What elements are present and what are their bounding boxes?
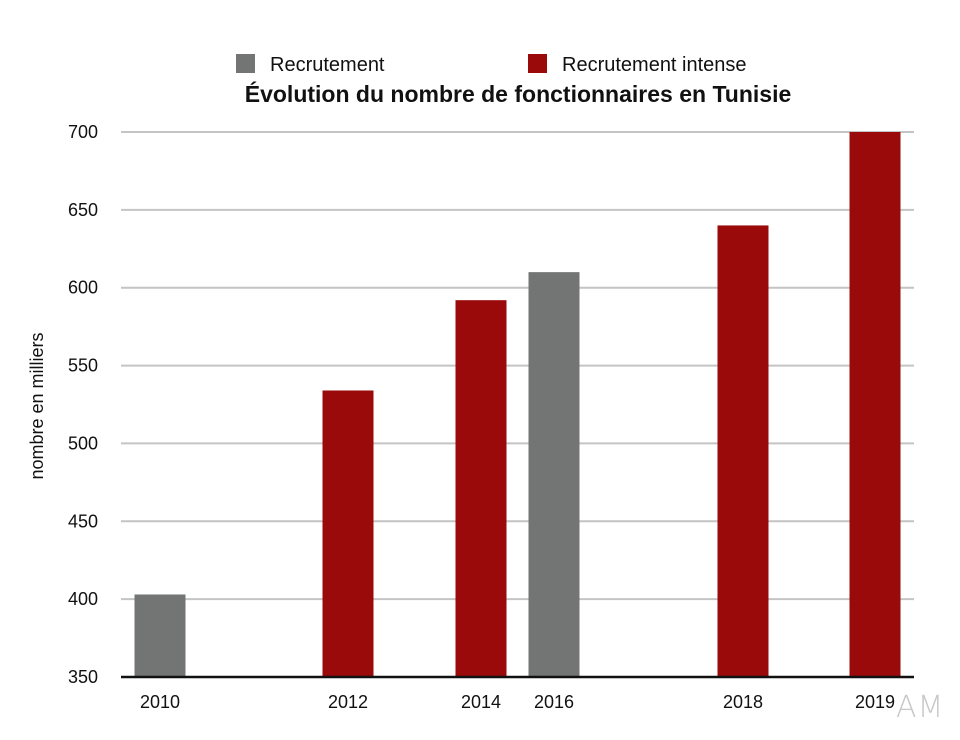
bar-2019	[849, 132, 901, 677]
watermark-initials: AM	[896, 690, 944, 725]
bar-2012	[322, 390, 374, 677]
y-tick-label-550: 550	[68, 356, 98, 376]
y-tick-label-400: 400	[68, 589, 98, 609]
y-tick-label-650: 650	[68, 200, 98, 220]
gridlines	[121, 131, 914, 601]
bar-2018	[717, 225, 769, 677]
x-tick-labels: 2010 2012 2014 2016 2018 2019	[140, 692, 895, 712]
x-tick-label-2018: 2018	[723, 692, 763, 712]
legend-swatch-recrutement	[236, 54, 255, 73]
y-axis-label: nombre en milliers	[27, 332, 47, 479]
x-tick-label-2014: 2014	[461, 692, 501, 712]
bars	[134, 132, 901, 677]
y-tick-label-350: 350	[68, 667, 98, 687]
legend: Recrutement Recrutement intense	[236, 54, 747, 76]
x-tick-label-2010: 2010	[140, 692, 180, 712]
y-tick-label-700: 700	[68, 122, 98, 142]
x-tick-label-2019: 2019	[855, 692, 895, 712]
legend-swatch-recrutement-intense	[528, 54, 547, 73]
bar-2016	[528, 272, 580, 677]
y-tick-label-600: 600	[68, 278, 98, 298]
legend-label-recrutement-intense: Recrutement intense	[562, 54, 747, 76]
y-tick-labels: 350 400 450 500 550 600 650 700	[68, 122, 98, 687]
x-tick-label-2016: 2016	[534, 692, 574, 712]
y-tick-label-450: 450	[68, 511, 98, 531]
chart-title: Évolution du nombre de fonctionnaires en…	[245, 80, 792, 107]
bar-2010	[134, 594, 186, 677]
bar-2014	[455, 300, 507, 677]
x-tick-label-2012: 2012	[328, 692, 368, 712]
legend-label-recrutement: Recrutement	[270, 54, 385, 76]
y-tick-label-500: 500	[68, 433, 98, 453]
